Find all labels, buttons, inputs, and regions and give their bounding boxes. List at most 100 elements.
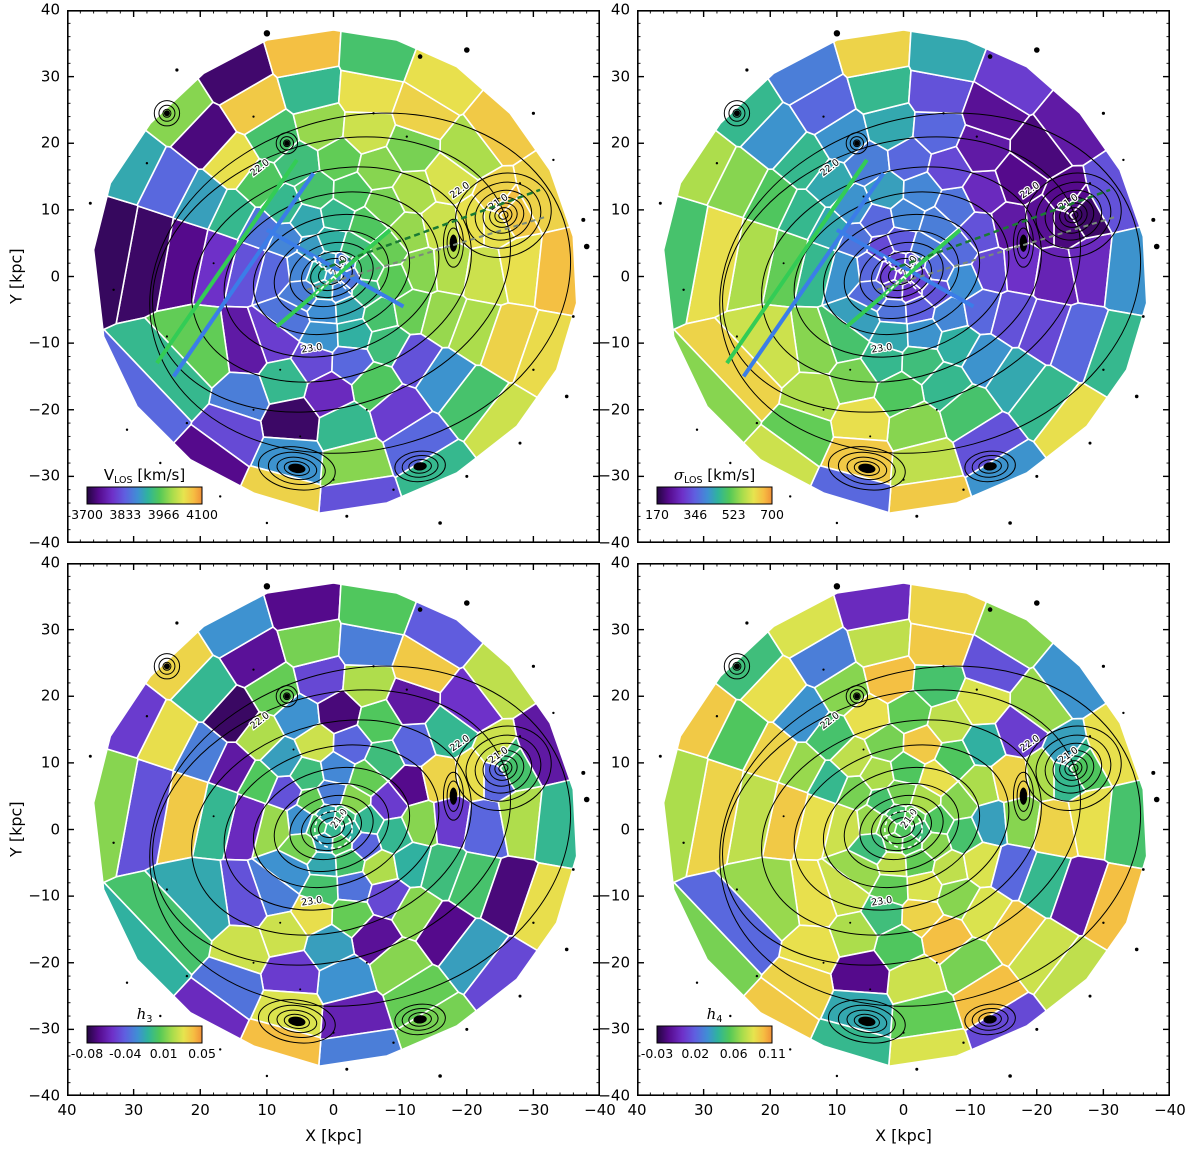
voronoi-cell — [336, 317, 373, 350]
point-source-dot — [849, 368, 852, 371]
colorbar-tick-label: 523 — [722, 507, 746, 522]
compact-source — [854, 140, 860, 146]
y-tick-label: 10 — [40, 200, 60, 219]
point-source-dot — [583, 243, 590, 250]
x-axis-title: X [kpc] — [875, 1126, 932, 1145]
x-tick-label: −40 — [1154, 1101, 1186, 1119]
colorbar-h4: h4 -0.03 0.02 0.06 0.11 — [641, 1005, 786, 1061]
colorbar-tick-label: -0.03 — [641, 1046, 673, 1061]
y-tick-label: 20 — [40, 686, 60, 705]
panel-h3: 21.022.023.022.021.0h3-0.08 -0.04 0.01 0.05 — [67, 563, 600, 1096]
point-source-dot — [145, 162, 149, 165]
point-source-dot — [849, 921, 852, 924]
point-source-dot — [265, 1074, 269, 1078]
compact-source — [983, 1015, 997, 1024]
point-source-dot — [942, 665, 945, 668]
point-source-dot — [1088, 441, 1092, 445]
y-tick-label: 10 — [40, 753, 60, 772]
y-axis-title: Y [kpc] — [6, 801, 26, 858]
slit — [306, 215, 547, 291]
point-source-dot — [212, 262, 215, 265]
compact-source — [450, 234, 457, 252]
compact-source — [858, 1016, 876, 1027]
voronoi-cell — [102, 328, 193, 444]
y-tick-label: 30 — [40, 620, 60, 639]
point-source-dot — [1141, 868, 1145, 871]
point-source-dot — [822, 408, 825, 411]
point-source-dot — [518, 735, 522, 738]
point-source-dot — [1153, 243, 1160, 250]
point-source-dot — [1035, 1027, 1039, 1031]
point-source-dot — [159, 1014, 162, 1018]
point-source-dot — [465, 1027, 469, 1031]
point-source-dot — [902, 1031, 905, 1034]
y-tick-label: 40 — [610, 0, 630, 19]
point-source-dot — [962, 488, 965, 491]
point-source-dot — [869, 988, 872, 991]
point-source-dot — [1134, 947, 1139, 952]
point-source-dot — [1088, 994, 1092, 998]
compact-source — [733, 110, 740, 117]
point-source-dot — [365, 961, 368, 964]
point-source-dot — [822, 961, 825, 964]
compact-source — [1020, 787, 1027, 805]
colorbar-title: σLOS [km/s] — [674, 466, 755, 486]
point-source-dot — [1035, 474, 1039, 478]
compact-source — [284, 693, 290, 699]
colorbar-tick-label: 3966 — [148, 507, 180, 522]
y-tick-label: 10 — [610, 753, 630, 772]
point-source-dot — [175, 68, 179, 72]
panel-h4: 21.022.023.022.021.0h4-0.03 0.02 0.06 0.11 — [637, 563, 1170, 1096]
x-axis-title: X [kpc] — [305, 1126, 362, 1145]
point-source-dot — [532, 921, 535, 924]
isophote-contours — [149, 653, 572, 1044]
point-source-dot — [975, 135, 978, 138]
point-source-dot — [755, 421, 759, 425]
compact-source — [413, 1015, 427, 1024]
point-source-dot — [299, 988, 302, 991]
point-source-dot — [532, 368, 535, 371]
colorbar-tick-label: -0.08 — [71, 1046, 103, 1061]
y-tick-label: −10 — [28, 333, 60, 352]
point-source-dot — [581, 217, 586, 222]
point-source-dot — [165, 335, 168, 338]
point-source-dot — [219, 495, 222, 498]
point-source-dot — [212, 815, 215, 818]
point-source-dot — [405, 135, 408, 138]
y-tick-label: 0 — [50, 267, 60, 285]
compact-source — [288, 463, 306, 474]
y-tick-label: −40 — [28, 1086, 60, 1105]
x-tick-label: 0 — [328, 1101, 339, 1119]
point-source-dot — [252, 961, 255, 964]
colorbar-title: VLOS [km/s] — [104, 466, 185, 486]
y-tick-label: −10 — [28, 886, 60, 905]
point-source-dot — [465, 474, 469, 478]
x-tick-label: 30 — [124, 1101, 144, 1119]
point-source-dot — [372, 112, 375, 115]
point-source-dot — [252, 668, 255, 671]
colorbar-gradient — [656, 1025, 773, 1044]
point-source-dot — [658, 201, 662, 205]
point-source-dot — [88, 201, 92, 205]
isophote-contours — [719, 653, 1142, 1044]
voronoi-cell — [809, 1018, 892, 1067]
isophote-contours — [149, 100, 572, 491]
y-tick-label: −40 — [598, 1086, 630, 1105]
point-source-dot — [159, 461, 162, 465]
point-source-dot — [265, 521, 269, 525]
point-source-dot — [219, 1048, 222, 1051]
voronoi-cell — [1069, 194, 1113, 240]
compact-source — [163, 663, 170, 670]
point-source-dot — [1122, 711, 1125, 715]
center-cross — [882, 255, 925, 298]
x-tick-label: −20 — [1020, 1101, 1053, 1119]
point-source-dot — [735, 888, 738, 891]
point-source-dot — [935, 961, 938, 964]
slit — [275, 228, 392, 328]
y-tick-label: −20 — [28, 953, 60, 972]
point-source-dot — [518, 441, 522, 445]
point-source-dot — [392, 488, 395, 491]
point-source-dot — [1008, 521, 1012, 525]
